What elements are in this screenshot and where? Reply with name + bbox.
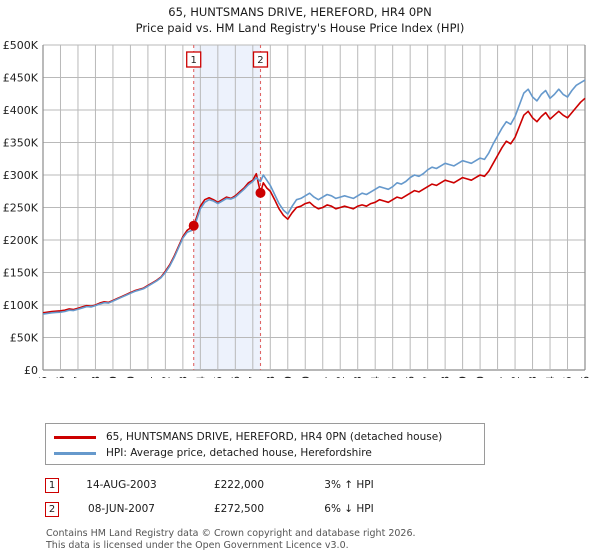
y-axis-tick-label: £50K [10, 332, 39, 345]
y-axis-tick-label: £350K [3, 137, 39, 150]
x-axis-tick-label: 2023 [527, 376, 540, 378]
x-axis-tick-label: 2002 [159, 376, 172, 378]
x-axis-tick-label: 2009 [282, 376, 295, 378]
event-marker-label-2: 2 [257, 55, 263, 66]
event-marker-box-1[interactable] [186, 51, 202, 68]
transaction-date-1: 14-AUG-2003 [86, 479, 157, 491]
y-axis-tick-label: £450K [3, 72, 39, 85]
footer-line-1: Contains HM Land Registry data © Crown c… [46, 528, 416, 539]
x-axis-tick-label: 2016 [404, 376, 417, 378]
transaction-badge-1: 1 [45, 477, 59, 493]
transaction-date-2: 08-JUN-2007 [88, 503, 155, 515]
x-axis-tick-label: 2015 [387, 376, 400, 378]
x-axis-tick-label: 1995 [37, 376, 50, 378]
y-axis-tick-label: £100K [3, 299, 39, 312]
legend-item-hpi: HPI: Average price, detached house, Here… [54, 445, 476, 461]
x-axis-tick-label: 2007 [247, 376, 260, 378]
price-history-line-chart: £0 £50K £100K £150K £200K £250K £300K £350K £400… [3, 39, 592, 378]
transaction-price-1: £222,000 [213, 479, 265, 491]
x-axis-tick-label: 2022 [509, 376, 522, 378]
y-axis-tick-label: £300K [3, 169, 39, 182]
x-axis-tick-label: 2024 [544, 376, 557, 378]
x-axis-tick-label: 2010 [299, 376, 312, 378]
x-axis-tick-label: 1997 [72, 376, 85, 378]
x-axis-tick-label: 2008 [264, 376, 277, 378]
y-axis-tick-label: £250K [3, 202, 39, 215]
x-axis-tick-label: 2013 [352, 376, 365, 378]
table-row: 1 14-AUG-2003 £222,000 3% ↑ HPI [45, 473, 485, 497]
transaction-price-2: £272,500 [213, 503, 265, 515]
chart-legend: 65, HUNTSMANS DRIVE, HEREFORD, HR4 0PN (… [45, 423, 485, 465]
x-axis-tick-label: 2019 [457, 376, 470, 378]
transaction-table: 1 14-AUG-2003 £222,000 3% ↑ HPI 2 08-JUN… [45, 473, 485, 521]
title-line-primary: 65, HUNTSMANS DRIVE, HEREFORD, HR4 0PN [168, 5, 432, 19]
y-axis-tick-label: £500K [3, 39, 39, 52]
legend-label-property: 65, HUNTSMANS DRIVE, HEREFORD, HR4 0PN (… [106, 431, 443, 443]
title-line-secondary: Price paid vs. HM Land Registry's House … [135, 21, 465, 35]
y-axis-tick-label: £400K [3, 104, 39, 117]
y-axis-tick-label: £200K [3, 234, 39, 247]
x-axis-tick-label: 2001 [142, 376, 155, 378]
table-row: 2 08-JUN-2007 £272,500 6% ↓ HPI [45, 497, 485, 521]
transaction-hpi-delta-2: 6% ↓ HPI [324, 503, 374, 515]
chart-area: £0 £50K £100K £150K £200K £250K £300K £350K £400… [0, 38, 600, 378]
x-axis-tick-label: 2021 [492, 376, 505, 378]
page-title: 65, HUNTSMANS DRIVE, HEREFORD, HR4 0PN P… [0, 4, 600, 36]
x-axis-tick-label: 2006 [229, 376, 242, 378]
legend-swatch-blue-icon [54, 451, 96, 455]
x-axis-tick-label: 2026 [579, 376, 592, 378]
x-axis-tick-label: 1998 [89, 376, 102, 378]
x-axis-tick-label: 2018 [439, 376, 452, 378]
event-marker-box-2[interactable] [252, 51, 269, 68]
x-axis-tick-label: 2004 [194, 376, 207, 378]
legend-label-hpi: HPI: Average price, detached house, Here… [106, 447, 372, 459]
x-axis-tick-label: 2017 [422, 376, 435, 378]
event-marker-label-1: 1 [191, 55, 197, 66]
x-axis-tick-label: 2025 [562, 376, 575, 378]
sale-point-1[interactable] [188, 220, 199, 231]
transaction-badge-2: 2 [45, 501, 59, 517]
legend-item-property: 65, HUNTSMANS DRIVE, HEREFORD, HR4 0PN (… [54, 429, 476, 445]
x-axis-tick-label: 2003 [177, 376, 190, 378]
x-axis-tick-label: 2005 [212, 376, 225, 378]
transaction-hpi-delta-1: 3% ↑ HPI [324, 479, 374, 491]
y-axis-tick-label: £0 [24, 364, 38, 377]
legend-swatch-red-icon [54, 435, 96, 439]
sale-point-2[interactable] [255, 187, 266, 198]
y-axis-tick-label: £150K [3, 267, 39, 280]
x-axis-tick-label: 1999 [107, 376, 120, 378]
x-axis-tick-label: 2012 [334, 376, 347, 378]
x-axis-tick-label: 2000 [124, 376, 137, 378]
x-axis-tick-label: 2020 [474, 376, 487, 378]
copyright-footer: Contains HM Land Registry data © Crown c… [46, 528, 566, 551]
x-axis-tick-label: 2014 [369, 376, 382, 378]
series-line-hpi [42, 79, 586, 315]
footer-line-2: This data is licensed under the Open Gov… [46, 539, 349, 551]
x-axis-tick-label: 1996 [54, 376, 67, 378]
series-line-property [42, 97, 586, 314]
x-axis-tick-label: 2011 [317, 376, 330, 378]
